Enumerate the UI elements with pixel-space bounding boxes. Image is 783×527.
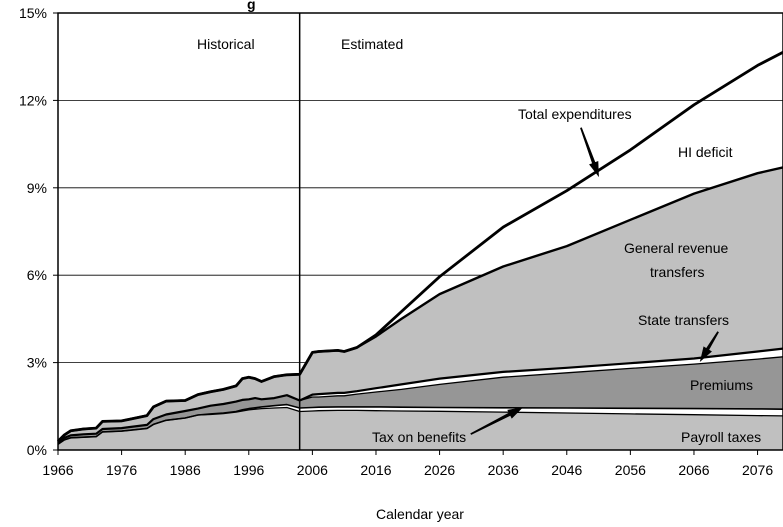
line-total-expenditures: [57, 51, 783, 443]
arrow-state-transfers: [699, 331, 719, 362]
y-tick-label: 9%: [27, 180, 47, 196]
x-tick-label: 2056: [615, 462, 646, 478]
x-tick-label: 2026: [424, 462, 455, 478]
band-payroll-taxes: [58, 407, 783, 450]
y-tick-label: 12%: [19, 92, 47, 108]
x-axis-ticks: 1966 1976 1986 1996 2006 2016 2026 2036 2046 2056…: [42, 450, 773, 478]
x-tick-label: 2016: [360, 462, 391, 478]
x-tick-label: 2006: [297, 462, 328, 478]
area-layer: [58, 167, 783, 450]
annotation-tax-on-benefits: Tax on benefits: [372, 429, 466, 445]
chart-title-fragment: g: [247, 0, 256, 12]
band-general-revenue-transfers: [58, 167, 783, 443]
x-axis-label: Calendar year: [376, 506, 464, 522]
annotation-payroll-taxes: Payroll taxes: [681, 429, 761, 445]
x-tick-label: 1996: [233, 462, 264, 478]
annotation-transfers: transfers: [650, 264, 704, 280]
line-tax-on-benefits: [57, 403, 783, 445]
x-tick-label: 2036: [488, 462, 519, 478]
y-tick-label: 15%: [19, 5, 47, 21]
y-axis-ticks: 0% 3% 6% 9% 12% 15%: [19, 5, 58, 458]
band-state-transfers: [58, 348, 783, 443]
x-tick-label: 2066: [678, 462, 709, 478]
plot-frame: [57, 12, 783, 451]
annotation-premiums: Premiums: [690, 377, 753, 393]
arrow-tax-on-benefits: [470, 407, 524, 435]
x-tick-label: 1966: [42, 462, 73, 478]
historical-label: Historical: [197, 36, 255, 52]
line-state-transfers: [57, 347, 783, 444]
x-tick-label: 1976: [106, 462, 137, 478]
y-tick-label: 0%: [27, 442, 47, 458]
annotation-general-revenue: General revenue: [624, 240, 729, 256]
x-tick-label: 2076: [742, 462, 773, 478]
annotation-state-transfers: State transfers: [638, 312, 729, 328]
line-layer: [57, 51, 783, 445]
x-tick-label: 1986: [170, 462, 201, 478]
estimated-label: Estimated: [341, 36, 403, 52]
arrow-total-expenditures: [580, 127, 599, 178]
x-tick-label: 2046: [551, 462, 582, 478]
annotation-total-expenditures: Total expenditures: [518, 106, 632, 122]
y-tick-label: 6%: [27, 267, 47, 283]
annotation-arrows: [470, 127, 719, 435]
annotation-hi-deficit: HI deficit: [678, 144, 733, 160]
y-tick-label: 3%: [27, 355, 47, 371]
band-premiums: [58, 356, 783, 445]
